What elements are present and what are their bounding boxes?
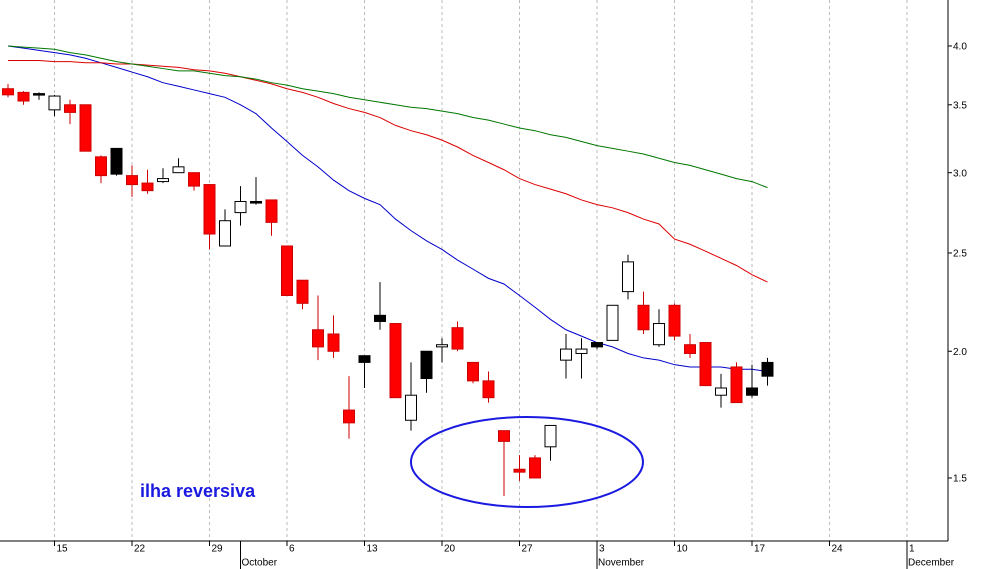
candle-body	[668, 304, 681, 337]
y-tick-label: 3.5	[953, 100, 967, 111]
candle-body	[529, 457, 541, 479]
candle-body	[451, 327, 464, 350]
x-tick-label: 24	[832, 544, 844, 555]
x-tick-label: 17	[754, 544, 766, 555]
candle-body	[2, 88, 14, 96]
candle-body	[761, 361, 774, 377]
candle-body	[343, 409, 355, 424]
month-label: October	[242, 558, 278, 569]
candle-body	[312, 329, 324, 348]
candle-body	[33, 93, 45, 96]
candle-body	[281, 245, 293, 296]
candle-body	[405, 394, 417, 421]
candle-body	[420, 350, 433, 380]
candle-body	[250, 200, 262, 204]
x-tick-label: 10	[677, 544, 689, 555]
y-tick-label: 3.0	[953, 168, 967, 179]
candle-body	[467, 361, 479, 382]
grid	[54, 0, 908, 541]
candle-body	[265, 199, 278, 223]
candle-body	[234, 200, 247, 214]
x-tick-label: 20	[444, 544, 456, 555]
x-tick-label: 1	[909, 544, 915, 555]
candle-body	[64, 104, 76, 113]
candle-body	[95, 156, 107, 177]
candle-body	[498, 430, 510, 442]
candle-body	[653, 323, 665, 346]
y-tick-label: 2.5	[953, 249, 967, 260]
candle-body	[389, 323, 402, 399]
candle-body	[17, 91, 30, 102]
x-tick-label: 22	[134, 544, 146, 555]
candle-body	[575, 348, 588, 354]
candle-body	[188, 172, 200, 187]
x-tick-label: 27	[522, 544, 534, 555]
candle-body	[219, 220, 231, 247]
candle-body	[141, 182, 154, 192]
candle-body	[560, 348, 572, 361]
y-tick-label: 4.0	[953, 42, 967, 53]
candle-body	[684, 344, 696, 354]
island-ellipse	[410, 416, 644, 508]
candle-body	[126, 175, 138, 186]
candle-body	[606, 304, 619, 341]
x-tick-label: 13	[367, 544, 379, 555]
candle-body	[513, 468, 526, 473]
y-tick-label: 1.5	[953, 474, 967, 485]
annotation: ilha reversiva	[140, 481, 256, 501]
candle-body	[358, 355, 371, 363]
candle-body	[622, 261, 634, 293]
candle-body	[591, 342, 603, 348]
candle-body	[296, 279, 309, 304]
candle-body	[327, 333, 340, 352]
candle-body	[48, 95, 61, 111]
candle-body	[79, 104, 92, 152]
month-label: December	[908, 558, 955, 569]
x-tick-label: 3	[599, 544, 605, 555]
candle-body	[436, 344, 448, 348]
candle-body	[544, 424, 557, 448]
candle-body	[482, 380, 495, 399]
candles	[2, 83, 774, 496]
axes: 1.5 2.0 2.5 3.0 3.5 4.0 15 22 29 October 6 13 20 27 3 N…	[54, 42, 967, 569]
candle-body	[715, 387, 727, 396]
x-tick-label: 29	[212, 544, 224, 555]
candle-body	[730, 366, 743, 404]
candle-body	[374, 314, 386, 322]
x-tick-label: 15	[57, 544, 69, 555]
y-tick-label: 2.0	[953, 347, 967, 358]
candle-body	[157, 178, 169, 183]
candle-body	[172, 166, 185, 174]
moving-averages	[7, 45, 768, 373]
candle-body	[746, 387, 758, 396]
moving-average-line	[7, 45, 768, 373]
candle-body	[110, 147, 123, 175]
candle-body	[699, 342, 712, 387]
month-label: November	[598, 558, 645, 569]
candle-body	[203, 184, 216, 235]
moving-average-line	[7, 45, 768, 189]
x-tick-label: 6	[289, 544, 295, 555]
candle-body	[637, 304, 650, 331]
